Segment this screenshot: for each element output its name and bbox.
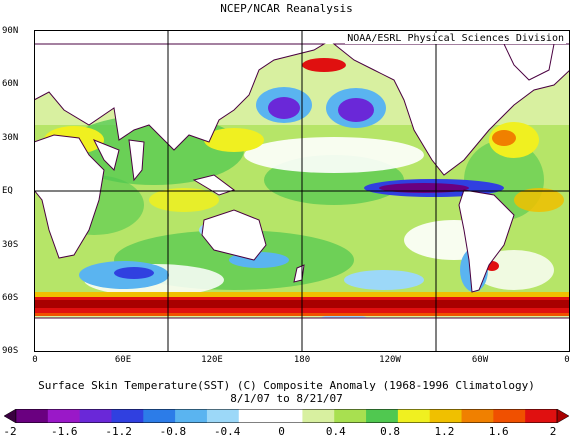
colorbar-bin	[175, 409, 208, 423]
lat-label: 30S	[2, 240, 19, 250]
colorbar-bin	[493, 409, 526, 423]
caption-line2: 8/1/07 to 8/21/07	[230, 392, 343, 405]
colorbar	[3, 408, 570, 424]
colorbar-high-arrow	[556, 408, 570, 424]
lat-label: EQ	[2, 186, 13, 196]
credit-label: NOAA/ESRL Physical Sciences Division	[345, 33, 566, 44]
colorbar-tick-label: 0.8	[380, 425, 401, 438]
lon-label: 0	[564, 355, 570, 365]
colorbar-svg	[3, 408, 570, 424]
colorbar-bin	[334, 409, 367, 423]
colorbar-tick-label: -0.4	[213, 425, 241, 438]
colorbar-tick-label: -2	[3, 425, 17, 438]
colorbar-bin	[111, 409, 144, 423]
colorbar-bin	[238, 409, 272, 423]
map-frame	[34, 30, 570, 352]
lat-label: 60S	[2, 293, 19, 303]
colorbar-bin	[366, 409, 399, 423]
lon-label: 120W	[379, 355, 401, 365]
colorbar-tick-label: -1.6	[51, 425, 78, 438]
colorbar-tick-label: -1.2	[105, 425, 132, 438]
colorbar-outline	[15, 409, 558, 423]
colorbar-bin	[525, 409, 558, 423]
lon-label: 0	[32, 355, 38, 365]
grid-lines	[34, 30, 570, 352]
sst-anomaly-map: NOAA/ESRL Physical Sciences Division	[34, 30, 570, 352]
lat-label: 90S	[2, 346, 19, 356]
colorbar-bin	[429, 409, 463, 423]
lat-label: 90N	[2, 26, 19, 36]
lon-label: 120E	[201, 355, 223, 365]
caption-line1: Surface Skin Temperature(SST) (C) Compos…	[38, 379, 535, 392]
colorbar-bin	[206, 409, 240, 423]
colorbar-bin	[79, 409, 112, 423]
colorbar-tick-label: 0	[278, 425, 285, 438]
colorbar-bin	[270, 409, 303, 423]
colorbar-low-arrow	[3, 408, 17, 424]
colorbar-tick-label: -0.8	[159, 425, 187, 438]
colorbar-bin	[47, 409, 81, 423]
colorbar-bin	[143, 409, 176, 423]
colorbar-tick-label: 1.6	[488, 425, 509, 438]
colorbar-bin	[302, 409, 335, 423]
lat-label: 60N	[2, 79, 19, 89]
map-title: NCEP/NCAR Reanalysis	[220, 2, 353, 15]
lon-label: 60W	[471, 355, 489, 365]
colorbar-tick-label: 0.4	[325, 425, 346, 438]
colorbar-tick-label: 1.2	[434, 425, 455, 438]
lon-label: 60E	[114, 355, 132, 365]
colorbar-bin	[16, 409, 49, 423]
colorbar-tick-label: 2	[549, 425, 557, 438]
lat-label: 30N	[2, 133, 19, 143]
colorbar-bin	[397, 409, 431, 423]
lon-label: 180	[293, 355, 311, 365]
map-canvas	[34, 30, 570, 352]
colorbar-bin	[461, 409, 494, 423]
